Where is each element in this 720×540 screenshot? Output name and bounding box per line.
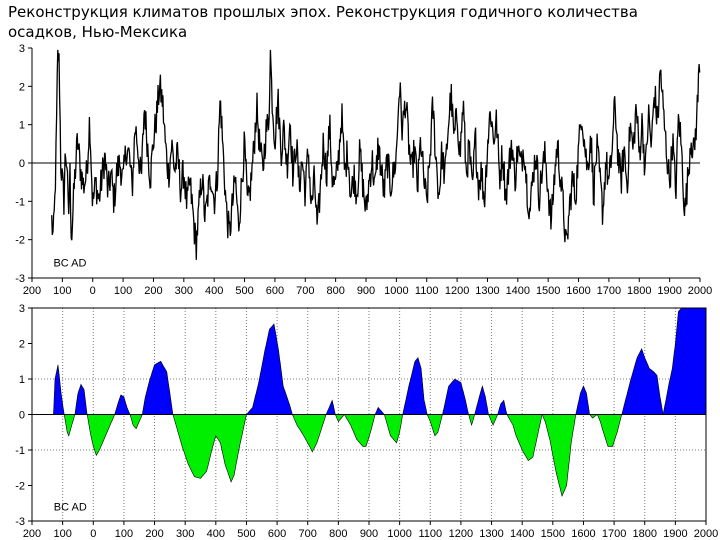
y-tick-label: 1 xyxy=(19,120,25,132)
x-tick-label: 800 xyxy=(329,528,347,540)
x-tick-label: 700 xyxy=(296,285,314,297)
y-tick-label: -2 xyxy=(15,481,25,493)
y-tick-label: 0 xyxy=(19,158,25,170)
x-tick-label: 100 xyxy=(115,528,133,540)
y-tick-label: -3 xyxy=(15,273,25,285)
x-tick-label: 300 xyxy=(176,528,194,540)
x-tick-label: 1600 xyxy=(571,528,595,540)
x-tick-label: 900 xyxy=(360,528,378,540)
x-tick-label: 2000 xyxy=(694,528,718,540)
x-tick-label: 0 xyxy=(90,528,96,540)
y-tick-label: -1 xyxy=(15,445,25,457)
x-tick-label: 600 xyxy=(268,528,286,540)
x-tick-label: 2000 xyxy=(688,285,712,297)
x-tick-label: 800 xyxy=(326,285,344,297)
y-tick-label: -3 xyxy=(15,516,25,528)
x-tick-label: 1200 xyxy=(445,285,469,297)
series-line-raw xyxy=(51,49,701,260)
x-tick-label: 100 xyxy=(53,528,71,540)
x-tick-label: 1000 xyxy=(387,528,411,540)
x-tick-label: 1000 xyxy=(384,285,408,297)
x-tick-label: 200 xyxy=(145,528,163,540)
y-tick-label: 3 xyxy=(19,43,25,55)
x-tick-label: 1800 xyxy=(627,285,651,297)
x-tick-label: 1300 xyxy=(479,528,503,540)
x-tick-label: 500 xyxy=(235,285,253,297)
x-tick-label: 1400 xyxy=(506,285,530,297)
era-label: BC AD xyxy=(54,501,87,513)
y-tick-label: -1 xyxy=(15,196,25,208)
x-tick-label: 200 xyxy=(23,285,41,297)
x-tick-label: 500 xyxy=(237,528,255,540)
x-tick-label: 1100 xyxy=(415,285,439,297)
x-tick-label: 700 xyxy=(299,528,317,540)
x-tick-label: 0 xyxy=(90,285,96,297)
x-tick-label: 1100 xyxy=(418,528,442,540)
x-tick-label: 1200 xyxy=(449,528,473,540)
x-tick-label: 1400 xyxy=(510,528,534,540)
x-tick-label: 1600 xyxy=(566,285,590,297)
y-tick-label: 2 xyxy=(19,339,25,351)
x-tick-label: 900 xyxy=(357,285,375,297)
x-tick-label: 1500 xyxy=(536,285,560,297)
y-tick-label: 3 xyxy=(19,303,25,315)
y-tick-label: -2 xyxy=(15,235,25,247)
positive-area xyxy=(53,307,707,415)
x-tick-label: 200 xyxy=(144,285,162,297)
x-tick-label: 1700 xyxy=(602,528,626,540)
x-tick-label: 1900 xyxy=(657,285,681,297)
x-tick-label: 400 xyxy=(205,285,223,297)
y-tick-label: 2 xyxy=(19,81,25,93)
x-tick-label: 1800 xyxy=(632,528,656,540)
x-tick-label: 1300 xyxy=(475,285,499,297)
y-tick-label: 1 xyxy=(19,374,25,386)
x-tick-label: 200 xyxy=(23,528,41,540)
x-tick-label: 100 xyxy=(53,285,71,297)
negative-area xyxy=(53,413,706,498)
x-tick-label: 1700 xyxy=(597,285,621,297)
era-label: BC AD xyxy=(53,258,86,270)
x-tick-label: 1900 xyxy=(663,528,687,540)
x-tick-label: 100 xyxy=(114,285,132,297)
chart-title: Реконструкция климатов прошлых эпох. Рек… xyxy=(8,3,638,41)
x-tick-label: 400 xyxy=(207,528,225,540)
y-tick-label: 0 xyxy=(19,410,25,422)
x-tick-label: 1500 xyxy=(541,528,565,540)
x-tick-label: 600 xyxy=(266,285,284,297)
x-tick-label: 300 xyxy=(175,285,193,297)
